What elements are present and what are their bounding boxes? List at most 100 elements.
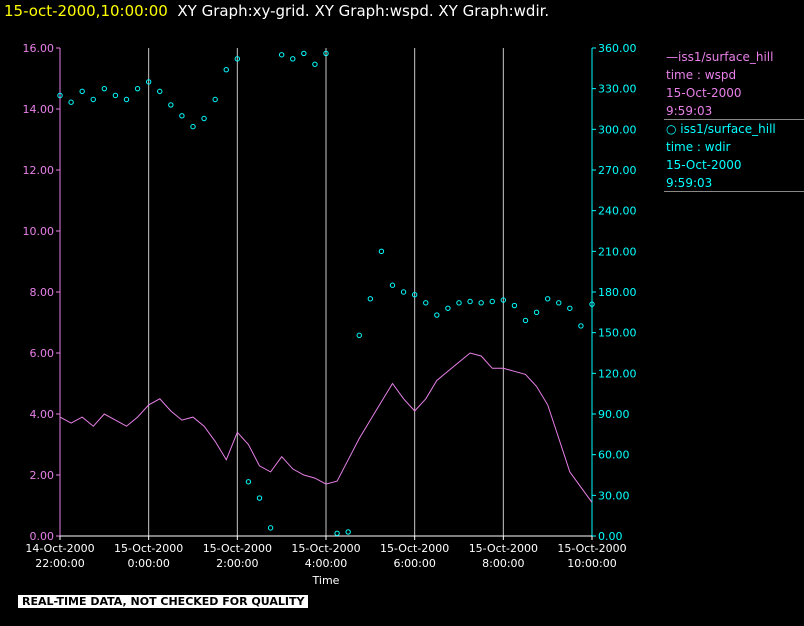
wdir-data-point [101,85,108,92]
left-tick-label: 4.00 [30,408,55,421]
legend-wdir: ○ iss1/surface_hill time : wdir 15-Oct-2… [666,120,776,192]
wdir-data-point [168,102,174,108]
right-tick-label: 60.00 [598,449,630,462]
x-tick-label-time: 4:00:00 [305,557,347,570]
wdir-data-point [356,332,362,339]
quality-note: REAL-TIME DATA, NOT CHECKED FOR QUALITY [18,595,309,608]
legend-wdir-source: ○ iss1/surface_hill [666,122,776,136]
wdir-data-point [312,61,318,67]
x-tick-label-date: 15-Oct-2000 [557,542,626,555]
wdir-data-point [478,300,484,306]
x-tick-label-date: 15-Oct-2000 [469,542,538,555]
wdir-data-point [378,248,385,255]
right-tick-label: 0.00 [598,530,623,543]
wdir-data-point [301,50,307,57]
left-tick-label: 8.00 [30,286,55,299]
right-tick-label: 120.00 [598,367,637,380]
wdir-data-point [389,282,396,288]
wdir-data-point [489,298,495,305]
wdir-data-point [400,289,407,295]
wdir-data-point [500,297,507,303]
legend-wdir-variable: time : wdir [666,140,731,154]
wdir-data-point [522,317,529,324]
legend-divider [664,191,804,192]
left-tick-label: 0.00 [30,530,55,543]
wdir-data-point [79,88,85,95]
wdir-data-point [511,302,518,309]
wdir-data-point [223,66,229,73]
right-tick-label: 210.00 [598,245,637,258]
right-tick-label: 360.00 [598,42,637,55]
wdir-data-point [256,495,263,501]
wdir-data-point [234,56,241,62]
wdir-data-point [112,92,119,99]
wdir-data-point [278,52,285,58]
x-tick-label-time: 22:00:00 [35,557,84,570]
wdir-data-point [245,479,252,485]
wdir-data-point [434,312,440,318]
wdir-data-point [467,298,473,305]
wdir-data-point [201,115,207,122]
legend-wspd: —iss1/surface_hill time : wspd 15-Oct-20… [666,48,773,120]
wdir-data-point [334,530,340,536]
graph-list-title: XY Graph:xy-grid. XY Graph:wspd. XY Grap… [177,2,550,20]
left-tick-label: 16.00 [23,42,55,55]
x-axis-label: Time [312,574,340,587]
wdir-data-point [323,50,329,57]
legend-wdir-time: 9:59:03 [666,176,713,190]
wdir-data-point [456,300,462,306]
right-tick-label: 90.00 [598,408,630,421]
left-tick-label: 10.00 [23,225,55,238]
wdir-data-point [578,323,584,329]
x-tick-label-time: 2:00:00 [216,557,258,570]
wdir-data-point [134,85,141,92]
right-tick-label: 30.00 [598,489,630,502]
left-tick-label: 6.00 [30,347,55,360]
wdir-data-point [57,92,63,99]
x-tick-label-time: 8:00:00 [482,557,524,570]
wdir-data-point [157,88,163,95]
wdir-data-point [190,123,196,130]
x-tick-label-date: 15-Oct-2000 [114,542,183,555]
wdir-data-point [179,113,185,119]
x-tick-label-time: 6:00:00 [393,557,435,570]
right-tick-label: 270.00 [598,164,637,177]
wdir-data-point [556,300,562,306]
right-tick-label: 330.00 [598,83,637,96]
x-tick-label-date: 15-Oct-2000 [380,542,449,555]
timestamp-title: 15-oct-2000,10:00:00 [4,2,168,20]
right-tick-label: 300.00 [598,123,637,136]
x-tick-label-time: 0:00:00 [127,557,169,570]
wdir-data-point [411,292,418,298]
right-tick-label: 180.00 [598,286,637,299]
title-bar: 15-oct-2000,10:00:00 XY Graph:xy-grid. X… [4,2,549,20]
wdir-data-point [123,96,130,103]
wdir-data-point [345,529,351,535]
legend-wspd-time: 9:59:03 [666,104,713,118]
left-tick-label: 14.00 [23,103,55,116]
legend-divider [664,119,804,120]
wdir-data-point [267,525,274,531]
wdir-data-point [68,99,74,105]
x-tick-label-time: 10:00:00 [567,557,616,570]
left-tick-label: 2.00 [30,469,55,482]
wdir-data-point [445,305,451,311]
left-tick-label: 12.00 [23,164,55,177]
wdir-data-point [90,96,96,103]
x-tick-label-date: 15-Oct-2000 [203,542,272,555]
legend-wspd-variable: time : wspd [666,68,737,82]
x-tick-label-date: 14-Oct-2000 [25,542,94,555]
wdir-data-point [423,300,429,306]
legend-wdir-date: 15-Oct-2000 [666,158,742,172]
wdir-data-point [212,96,218,103]
wdir-data-point [367,296,374,302]
wdir-data-point [567,305,573,311]
wdir-data-point [145,79,152,85]
wdir-data-point [290,56,296,62]
wdir-data-point [544,296,551,302]
wdir-data-point [533,309,540,316]
wdir-data-point [589,301,595,307]
wspd-series-line [59,352,593,503]
right-tick-label: 240.00 [598,205,637,218]
